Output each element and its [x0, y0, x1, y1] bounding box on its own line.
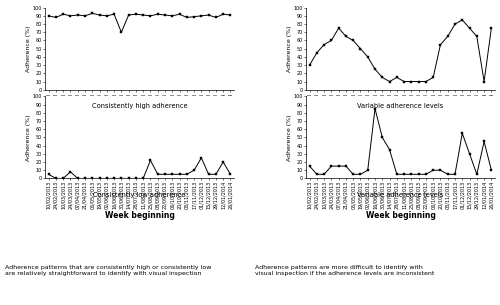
Text: Variable adherence levels: Variable adherence levels: [358, 103, 444, 109]
X-axis label: Week beginning: Week beginning: [366, 211, 436, 220]
Text: Consistently high adherence: Consistently high adherence: [92, 103, 188, 109]
X-axis label: Week beginning: Week beginning: [104, 211, 174, 220]
Text: Variable adherence levels: Variable adherence levels: [358, 192, 444, 198]
Text: Consistently low adherence: Consistently low adherence: [94, 192, 186, 198]
X-axis label: Week beginning: Week beginning: [104, 122, 174, 131]
Text: Adherence patterns are more difficult to identify with
visual inspection if the : Adherence patterns are more difficult to…: [255, 265, 434, 276]
Y-axis label: Adherence (%): Adherence (%): [288, 25, 292, 72]
Text: Adherence patterns that are consistently high or consistently low
are relatively: Adherence patterns that are consistently…: [5, 265, 212, 276]
Y-axis label: Adherence (%): Adherence (%): [288, 114, 292, 161]
Y-axis label: Adherence (%): Adherence (%): [26, 114, 32, 161]
X-axis label: Week beginning: Week beginning: [366, 122, 436, 131]
Y-axis label: Adherence (%): Adherence (%): [26, 25, 32, 72]
